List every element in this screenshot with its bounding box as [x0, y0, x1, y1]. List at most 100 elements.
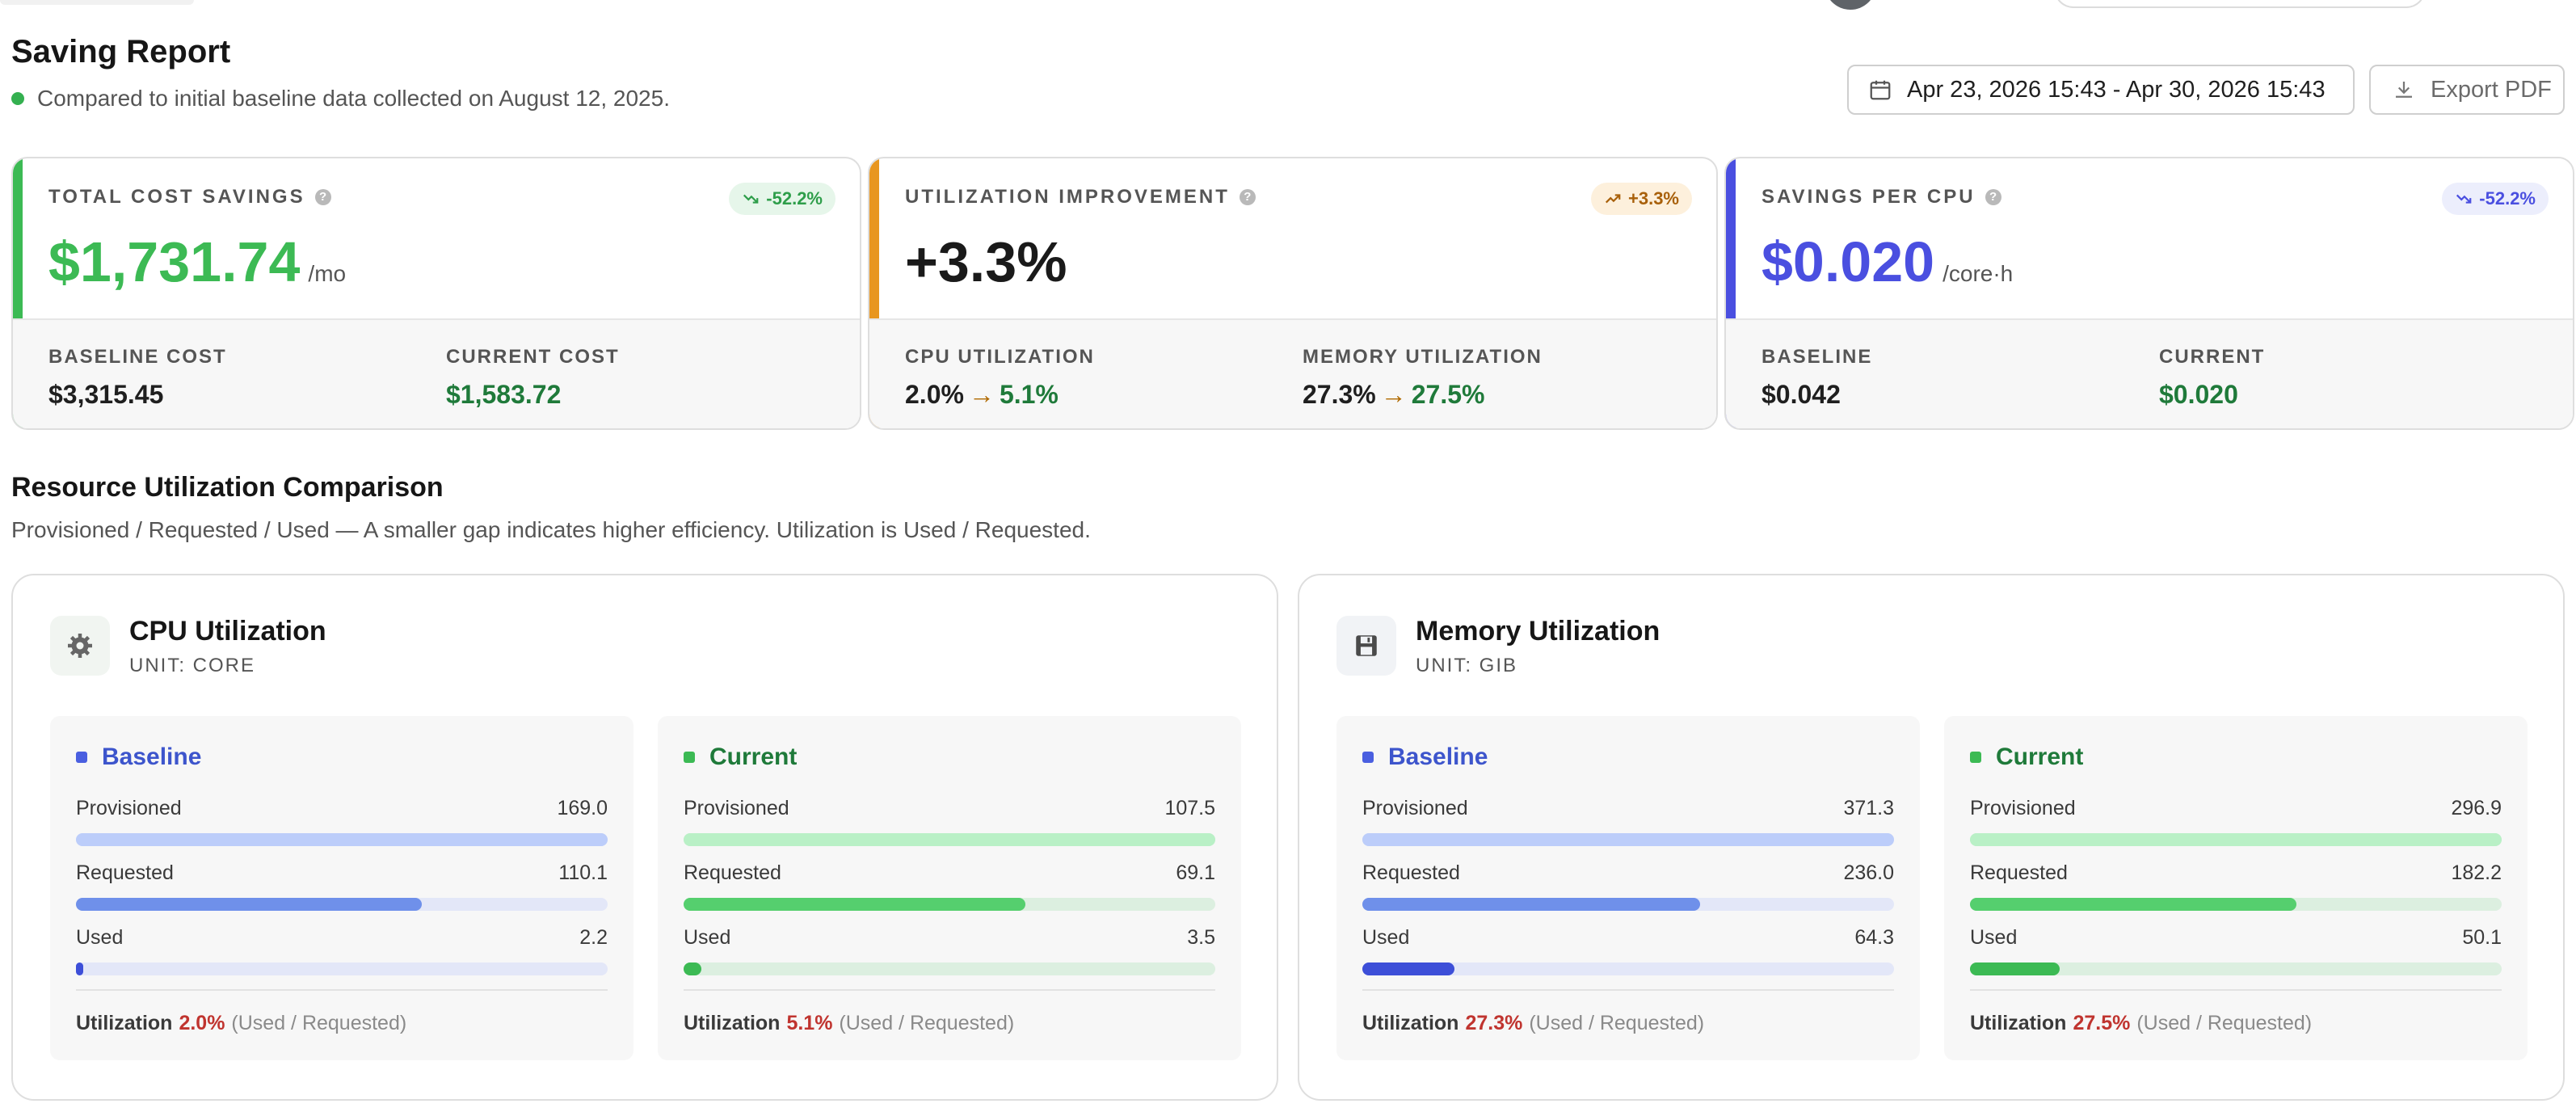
legend-square-icon: [684, 752, 695, 763]
top-search-remnant[interactable]: [2054, 0, 2426, 8]
utilization-summary: Utilization 2.0% (Used / Requested): [76, 1012, 406, 1035]
utilization-hint: (Used / Requested): [231, 1012, 407, 1034]
divider: [76, 989, 608, 991]
date-range-picker[interactable]: Apr 23, 2026 15:43 - Apr 30, 2026 15:43: [1847, 65, 2355, 115]
utilization-summary: Utilization 5.1% (Used / Requested): [684, 1012, 1014, 1035]
kpi-label: TOTAL COST SAVINGS ?: [48, 186, 331, 208]
utilization-value: 5.1%: [786, 1012, 833, 1034]
metric-value: 371.3: [1843, 797, 1894, 819]
utilization-hint: (Used / Requested): [1529, 1012, 1705, 1034]
panel-title-text: Current: [1996, 743, 2084, 770]
kpi-value-number: +3.3%: [905, 230, 1067, 293]
metric-label: Used: [76, 926, 124, 949]
kpi-value-unit: /mo: [308, 261, 347, 286]
section-description: Provisioned / Requested / Used — A small…: [11, 517, 1091, 542]
metric-label: Provisioned: [76, 797, 182, 819]
sub-label: CPU UTILIZATION: [905, 346, 1095, 368]
divider: [684, 989, 1215, 991]
metric-fill: [76, 962, 83, 975]
kpi-utilization-improvement: UTILIZATION IMPROVEMENT ? +3.3% +3.3% CP…: [868, 157, 1718, 430]
kpi-label: SAVINGS PER CPU ?: [1762, 186, 2001, 208]
card-unit: UNIT: CORE: [129, 655, 256, 676]
card-title: Memory Utilization: [1416, 616, 1661, 647]
memory-utilization-card: Memory Utilization UNIT: GIB Baseline Pr…: [1298, 574, 2565, 1101]
metric-requested: Requested 69.1: [684, 861, 1215, 918]
change-badge: -52.2%: [729, 183, 836, 215]
metric-value: 107.5: [1164, 797, 1215, 819]
sub-label: BASELINE COST: [48, 346, 227, 368]
metric-label: Used: [1970, 926, 2018, 949]
sub-value: $0.042: [1762, 380, 1841, 409]
metric-value: 169.0: [557, 797, 608, 819]
metric-fill: [1970, 962, 2060, 975]
metric-provisioned: Provisioned 169.0: [76, 797, 608, 853]
metric-used: Used 50.1: [1970, 926, 2502, 983]
cpu-utilization-card: CPU Utilization UNIT: CORE Baseline Prov…: [11, 574, 1278, 1101]
kpi-value-unit: /core·h: [1943, 261, 2014, 286]
metric-label: Requested: [684, 861, 781, 884]
baseline-note: Compared to initial baseline data collec…: [11, 86, 670, 112]
metric-value: 3.5: [1187, 926, 1215, 949]
badge-text: +3.3%: [1628, 188, 1679, 208]
metric-label: Requested: [1970, 861, 2068, 884]
to-value: 5.1%: [999, 380, 1059, 409]
page-title: Saving Report: [11, 34, 231, 70]
legend-square-icon: [1362, 752, 1374, 763]
metric-used: Used 2.2: [76, 926, 608, 983]
metric-label: Provisioned: [684, 797, 789, 819]
kpi-label-text: SAVINGS PER CPU: [1762, 186, 1976, 208]
from-value: 2.0%: [905, 380, 964, 409]
help-icon[interactable]: ?: [314, 189, 331, 205]
metric-value: 110.1: [558, 861, 608, 884]
panel-title-text: Baseline: [1388, 743, 1488, 770]
kpi-label-text: TOTAL COST SAVINGS: [48, 186, 305, 208]
metric-requested: Requested 110.1: [76, 861, 608, 918]
baseline-note-text: Compared to initial baseline data collec…: [37, 86, 670, 111]
metric-label: Provisioned: [1362, 797, 1468, 819]
kpi-value-number: $1,731.74: [48, 230, 301, 293]
utilization-value: 27.5%: [2073, 1012, 2131, 1034]
metric-value: 69.1: [1176, 861, 1215, 884]
legend-square-icon: [76, 752, 87, 763]
kpi-value: $0.020 /core·h: [1762, 230, 2013, 294]
sub-value: 27.3% → 27.5%: [1303, 380, 1543, 410]
memory-utilization-change: MEMORY UTILIZATION 27.3% → 27.5%: [1303, 346, 1543, 410]
metric-fill: [684, 833, 1215, 846]
card-unit: UNIT: GIB: [1416, 655, 1518, 676]
calendar-icon: [1870, 80, 1891, 100]
sub-label: CURRENT: [2159, 346, 2266, 368]
help-icon[interactable]: ?: [1239, 189, 1256, 205]
kpi-label: UTILIZATION IMPROVEMENT ?: [905, 186, 1256, 208]
avatar[interactable]: [1825, 0, 1876, 10]
help-icon[interactable]: ?: [1985, 189, 2001, 205]
metric-requested: Requested 182.2: [1970, 861, 2502, 918]
metric-value: 50.1: [2462, 926, 2502, 949]
metric-track: [684, 962, 1215, 975]
metric-fill: [684, 898, 1026, 911]
status-dot-icon: [11, 92, 24, 105]
arrow-right-icon: →: [968, 380, 995, 409]
panel-title-text: Current: [709, 743, 798, 770]
metric-used: Used 3.5: [684, 926, 1215, 983]
utilization-label: Utilization: [684, 1012, 781, 1034]
panel-title: Baseline: [1362, 743, 1488, 771]
from-value: 27.3%: [1303, 380, 1376, 409]
top-bar-remnant: [0, 0, 2576, 10]
current-cost: CURRENT COST $1,583.72: [446, 346, 620, 410]
download-icon: [2396, 82, 2412, 98]
to-value: 27.5%: [1411, 380, 1485, 409]
metric-track: [684, 833, 1215, 846]
metric-track: [684, 898, 1215, 911]
export-pdf-button[interactable]: Export PDF: [2369, 65, 2565, 115]
memory-current-panel: Current Provisioned 296.9 Requested 182.2 …: [1944, 716, 2528, 1060]
trend-up-icon: [1605, 194, 1621, 204]
utilization-hint: (Used / Requested): [839, 1012, 1015, 1034]
current-per-cpu: CURRENT $0.020: [2159, 346, 2265, 410]
export-pdf-label: Export PDF: [2431, 76, 2552, 103]
metric-provisioned: Provisioned 107.5: [684, 797, 1215, 853]
gear-icon: [50, 616, 110, 676]
metric-provisioned: Provisioned 371.3: [1362, 797, 1894, 853]
metric-value: 236.0: [1843, 861, 1894, 884]
metric-track: [1362, 962, 1894, 975]
metric-used: Used 64.3: [1362, 926, 1894, 983]
